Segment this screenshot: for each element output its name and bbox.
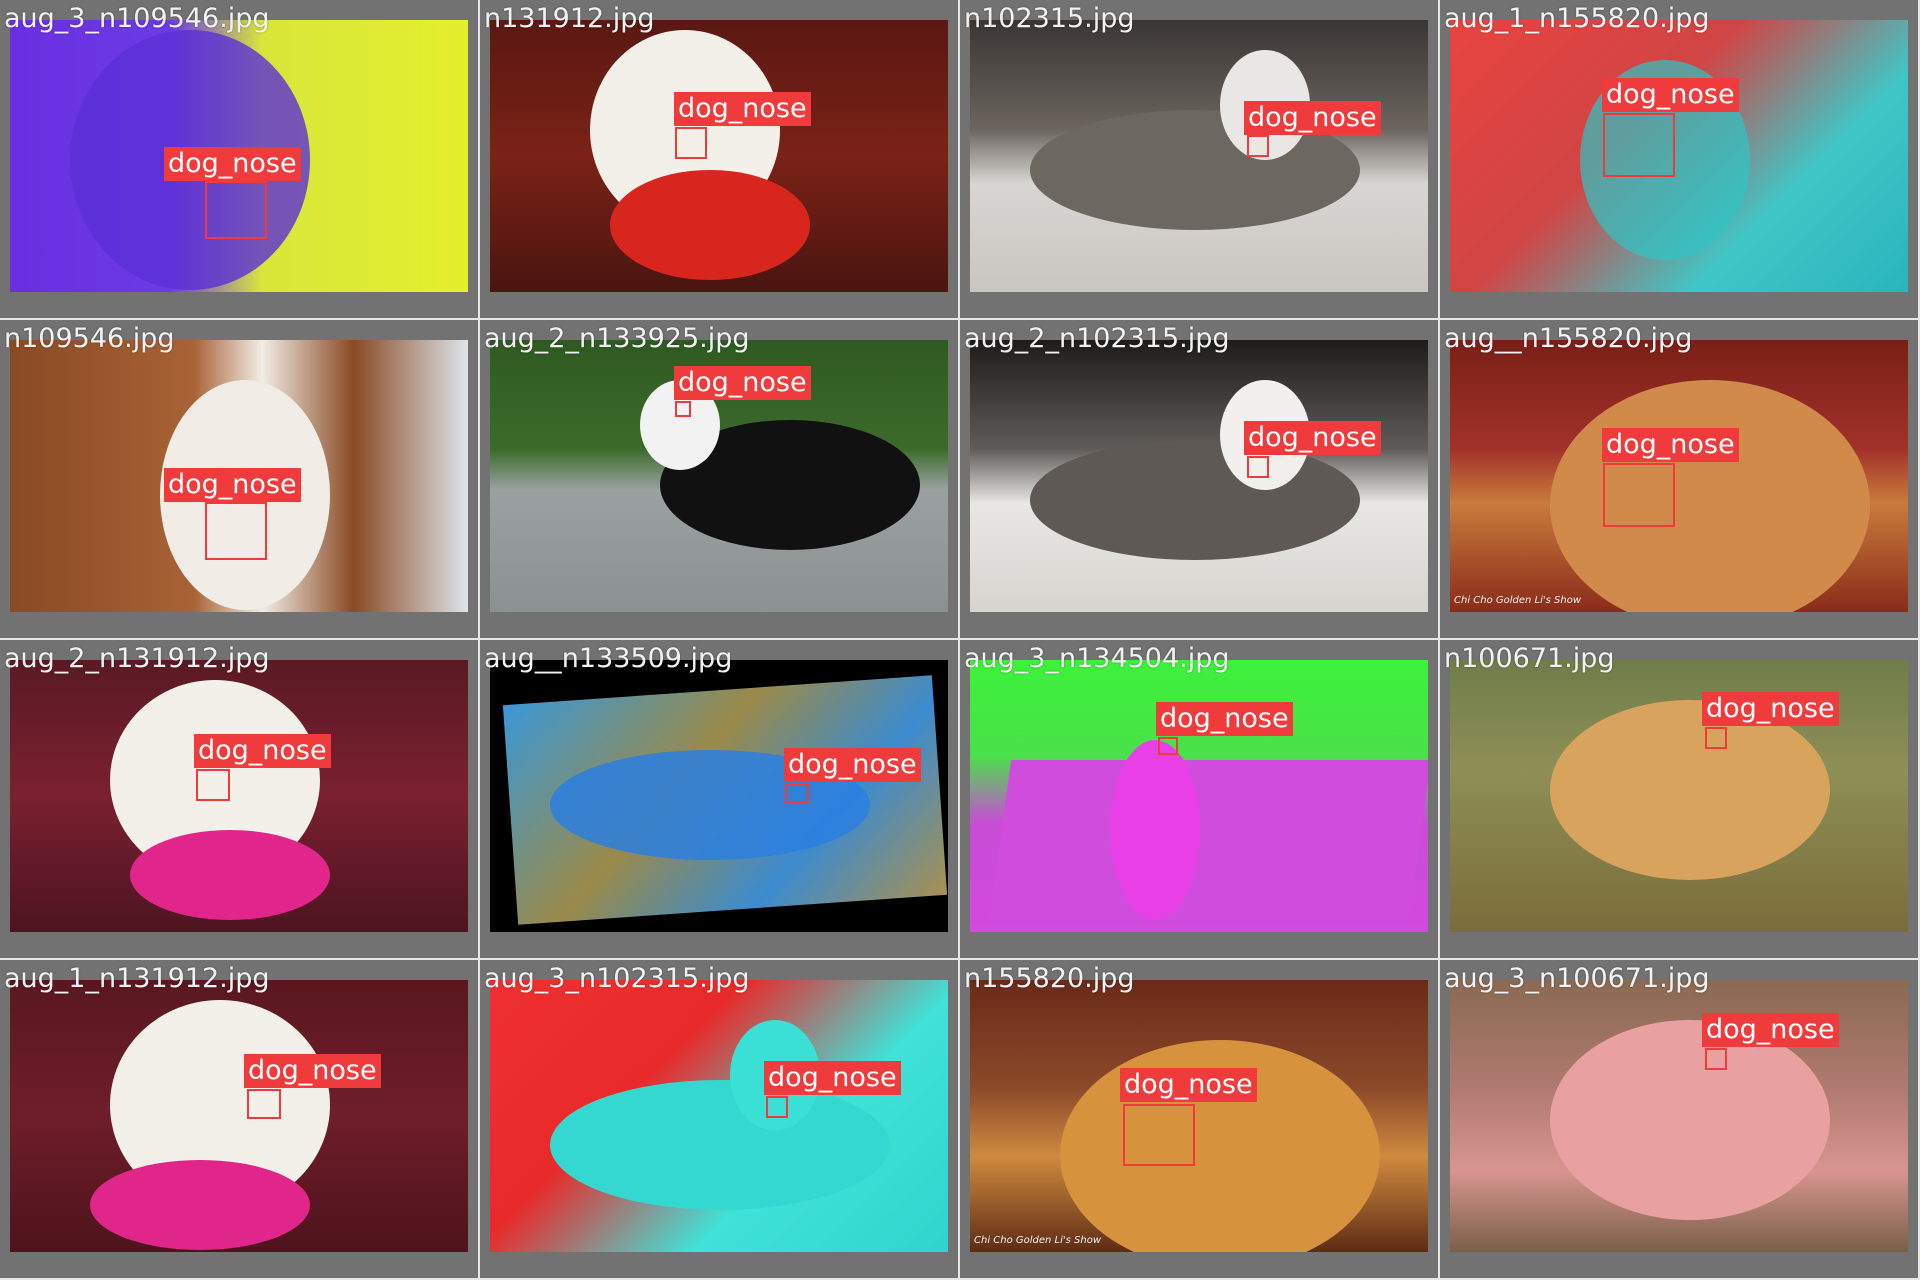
detection-label: dog_nose <box>1156 702 1293 736</box>
dog-photo <box>490 20 948 292</box>
grid-tile[interactable]: aug_3_n102315.jpg dog_nose <box>480 960 960 1280</box>
detection-label: dog_nose <box>1602 78 1739 112</box>
detection-box <box>205 502 267 560</box>
filename: aug_3_n134504.jpg <box>964 643 1230 674</box>
filename: n102315.jpg <box>964 3 1135 34</box>
filename: n100671.jpg <box>1444 643 1615 674</box>
detection-box <box>766 1096 788 1118</box>
detection-label: dog_nose <box>1244 421 1381 455</box>
dog-photo <box>1450 660 1908 932</box>
detection-label: dog_nose <box>1702 692 1839 726</box>
dog-photo <box>10 340 468 612</box>
grid-tile[interactable]: Chi Cho Golden Li's Show aug__n155820.jp… <box>1440 320 1920 640</box>
dog-photo <box>490 980 948 1252</box>
detection-label: dog_nose <box>194 734 331 768</box>
filename: aug_2_n131912.jpg <box>4 643 270 674</box>
filename: aug_1_n131912.jpg <box>4 963 270 994</box>
dog-photo <box>970 20 1428 292</box>
detection-box <box>1247 135 1269 157</box>
detection-label: dog_nose <box>164 468 301 502</box>
detection-label: dog_nose <box>764 1061 901 1095</box>
detection-box <box>1705 1048 1727 1070</box>
detection-box <box>785 783 809 803</box>
filename: aug_3_n102315.jpg <box>484 963 750 994</box>
filename: aug_3_n109546.jpg <box>4 3 270 34</box>
dog-photo <box>1450 980 1908 1252</box>
filename: n155820.jpg <box>964 963 1135 994</box>
dog-photo <box>10 660 468 932</box>
filename: aug_2_n102315.jpg <box>964 323 1230 354</box>
detection-label: dog_nose <box>1702 1013 1839 1047</box>
watermark: Chi Cho Golden Li's Show <box>974 1235 1102 1246</box>
detection-box <box>247 1089 281 1119</box>
grid-tile[interactable]: Chi Cho Golden Li's Show n155820.jpg dog… <box>960 960 1440 1280</box>
detection-box <box>196 769 230 801</box>
detection-label: dog_nose <box>1602 428 1739 462</box>
dog-photo <box>10 980 468 1252</box>
filename: aug_2_n133925.jpg <box>484 323 750 354</box>
detection-box <box>675 401 691 417</box>
grid-tile[interactable]: aug_1_n131912.jpg dog_nose <box>0 960 480 1280</box>
grid-tile[interactable]: aug_1_n155820.jpg dog_nose <box>1440 0 1920 320</box>
detection-label: dog_nose <box>674 92 811 126</box>
detection-label: dog_nose <box>1244 101 1381 135</box>
detection-label: dog_nose <box>784 748 921 782</box>
detection-box <box>1705 727 1727 749</box>
grid-tile[interactable]: aug_3_n109546.jpg dog_nose <box>0 0 480 320</box>
grid-tile[interactable]: aug_2_n102315.jpg dog_nose <box>960 320 1440 640</box>
grid-tile[interactable]: aug_2_n131912.jpg dog_nose <box>0 640 480 960</box>
filename: aug_1_n155820.jpg <box>1444 3 1710 34</box>
grid-tile[interactable]: n102315.jpg dog_nose <box>960 0 1440 320</box>
detection-box <box>205 181 267 239</box>
dog-photo: Chi Cho Golden Li's Show <box>970 980 1428 1252</box>
detection-label: dog_nose <box>164 147 301 181</box>
grid-tile[interactable]: aug_3_n134504.jpg dog_nose <box>960 640 1440 960</box>
grid-tile[interactable]: n109546.jpg dog_nose <box>0 320 480 640</box>
detection-box <box>1158 737 1178 755</box>
detection-label: dog_nose <box>674 366 811 400</box>
dog-photo <box>970 660 1428 932</box>
detection-box <box>1123 1104 1195 1166</box>
filename: aug__n133509.jpg <box>484 643 733 674</box>
grid-tile[interactable]: n131912.jpg dog_nose <box>480 0 960 320</box>
filename: n109546.jpg <box>4 323 175 354</box>
grid-tile[interactable]: n100671.jpg dog_nose <box>1440 640 1920 960</box>
detection-box <box>1603 113 1675 177</box>
dog-photo <box>1450 20 1908 292</box>
grid-tile[interactable]: aug_3_n100671.jpg dog_nose <box>1440 960 1920 1280</box>
filename: aug__n155820.jpg <box>1444 323 1693 354</box>
detection-box <box>675 127 707 159</box>
detection-box <box>1247 456 1269 478</box>
dog-photo <box>970 340 1428 612</box>
detection-label: dog_nose <box>1120 1068 1257 1102</box>
filename: aug_3_n100671.jpg <box>1444 963 1710 994</box>
grid-tile[interactable]: aug_2_n133925.jpg dog_nose <box>480 320 960 640</box>
detection-label: dog_nose <box>244 1054 381 1088</box>
watermark: Chi Cho Golden Li's Show <box>1454 595 1582 606</box>
detection-box <box>1603 463 1675 527</box>
dog-photo <box>490 660 948 932</box>
grid-tile[interactable]: aug__n133509.jpg dog_nose <box>480 640 960 960</box>
dog-photo: Chi Cho Golden Li's Show <box>1450 340 1908 612</box>
filename: n131912.jpg <box>484 3 655 34</box>
